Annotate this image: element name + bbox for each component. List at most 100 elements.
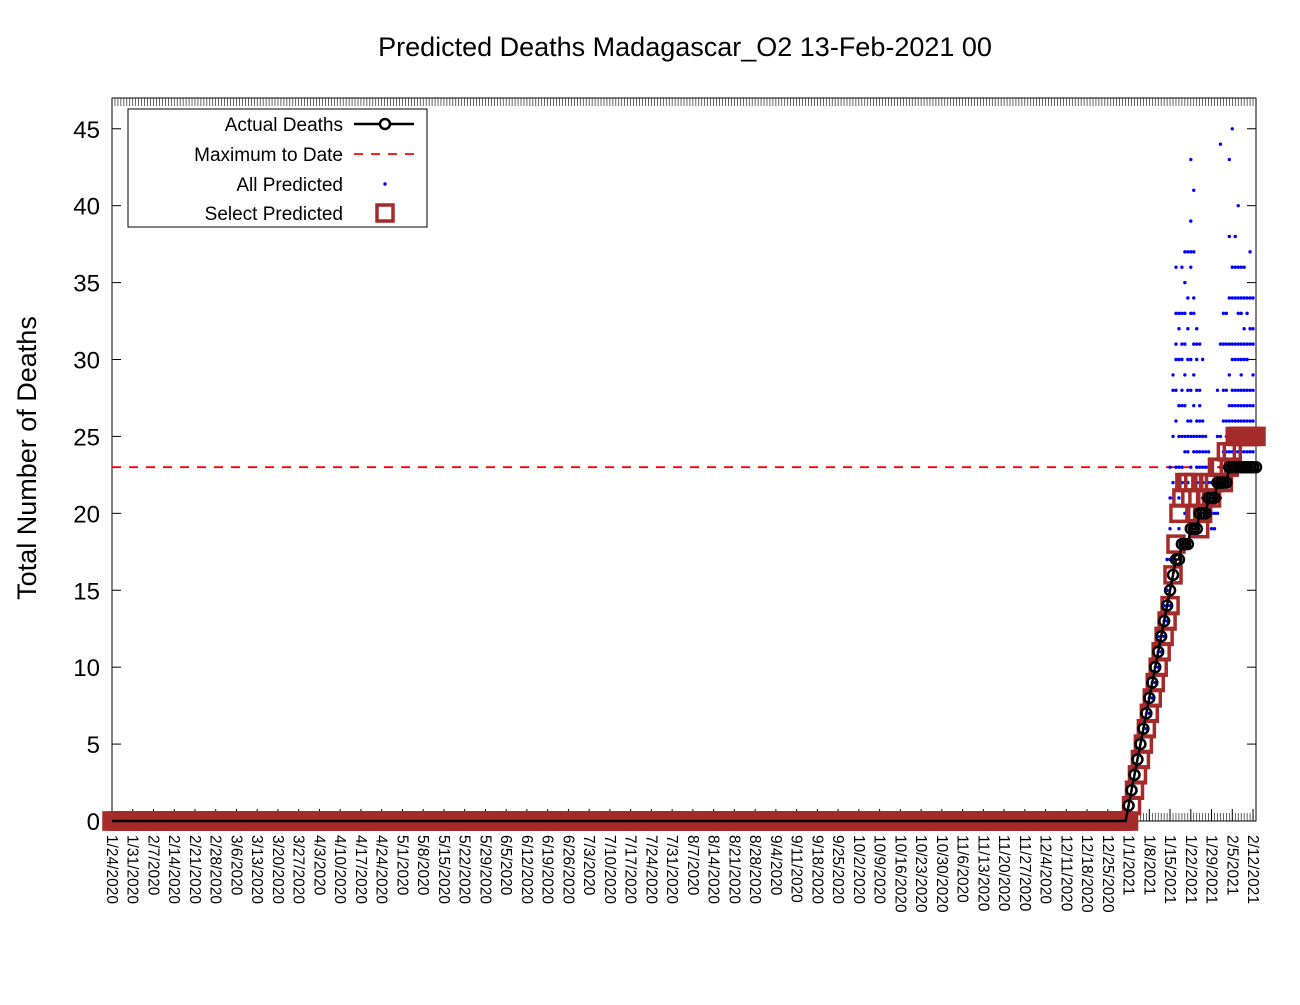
all-predicted-point	[1230, 127, 1234, 131]
x-tick-label: 8/14/2020	[705, 835, 722, 904]
all-predicted-point	[1189, 388, 1193, 392]
x-tick-label: 6/12/2020	[518, 835, 535, 904]
y-tick-label: 10	[73, 655, 100, 682]
x-tick-label: 9/4/2020	[767, 835, 784, 896]
x-tick-label: 5/22/2020	[456, 835, 473, 904]
legend-label: Select Predicted	[205, 204, 343, 225]
all-predicted-point	[1195, 450, 1199, 454]
all-predicted-point	[1248, 296, 1252, 300]
all-predicted-point	[1197, 465, 1202, 469]
all-predicted-point	[1236, 342, 1240, 346]
all-predicted-point	[1239, 388, 1243, 392]
all-predicted-point	[1227, 157, 1232, 162]
all-predicted-point	[1186, 434, 1190, 439]
actual-deaths-marker	[1125, 783, 1138, 797]
x-tick-label: 7/10/2020	[601, 835, 618, 904]
actual-deaths-marker	[1137, 722, 1150, 735]
all-predicted-point	[1186, 296, 1190, 300]
all-predicted-point	[1221, 419, 1226, 423]
all-predicted-point	[1186, 388, 1190, 392]
all-predicted-point	[1251, 327, 1255, 331]
all-predicted-point	[1233, 403, 1237, 408]
x-tick-label: 1/1/2021	[1120, 835, 1137, 895]
all-predicted-point	[1248, 250, 1252, 254]
all-predicted-point	[1180, 357, 1184, 362]
actual-deaths-line	[112, 465, 1256, 823]
all-predicted-point	[1212, 511, 1217, 516]
actual-deaths-marker	[1172, 553, 1186, 566]
y-tick-label: 15	[73, 578, 100, 605]
all-predicted-point	[1192, 403, 1196, 408]
x-tick-label: 5/15/2020	[435, 835, 452, 904]
all-predicted-point	[1224, 311, 1229, 316]
all-predicted-point	[1171, 480, 1175, 485]
all-predicted-point	[1183, 342, 1187, 346]
x-tick-label: 12/11/2020	[1057, 835, 1074, 912]
x-tick-label: 3/6/2020	[227, 835, 244, 896]
x-tick-label: 12/18/2020	[1078, 835, 1095, 913]
actual-deaths-marker	[1128, 768, 1141, 782]
all-predicted-point	[1177, 434, 1181, 439]
all-predicted-point	[1224, 419, 1229, 423]
actual-deaths-marker	[1190, 522, 1203, 535]
actual-deaths-marker	[1166, 568, 1180, 582]
all-predicted-point	[1242, 450, 1246, 454]
all-predicted-point	[1245, 311, 1249, 316]
x-tick-label: 6/19/2020	[539, 835, 556, 904]
all-predicted-point	[1177, 357, 1181, 362]
x-tick-label: 3/20/2020	[269, 835, 286, 904]
x-tick-label: 5/8/2020	[414, 835, 431, 896]
all-predicted-point	[1251, 419, 1255, 423]
x-tick-label: 8/28/2020	[746, 835, 763, 904]
x-tick-label: 5/29/2020	[476, 835, 493, 904]
all-predicted-point	[1200, 434, 1205, 439]
all-predicted-point	[1239, 311, 1243, 316]
x-tick-label: 7/24/2020	[642, 835, 659, 904]
all-predicted-point	[1177, 327, 1181, 331]
all-predicted-point	[1245, 357, 1249, 362]
x-tick-label: 10/9/2020	[871, 835, 888, 904]
all-predicted-point	[1189, 250, 1193, 254]
all-predicted-point	[1227, 450, 1232, 454]
all-predicted-point	[1171, 434, 1175, 439]
actual-deaths-marker	[1208, 491, 1221, 505]
actual-deaths-marker	[1220, 476, 1233, 489]
actual-deaths-marker	[1160, 599, 1174, 612]
all-predicted-point	[1203, 434, 1208, 439]
all-predicted-point	[1221, 388, 1226, 392]
all-predicted-point	[1180, 265, 1184, 269]
all-predicted-point	[1192, 434, 1196, 439]
all-predicted-point	[1177, 311, 1181, 316]
all-predicted-point	[1168, 527, 1172, 531]
x-tick-label: 8/21/2020	[725, 835, 742, 904]
all-predicted-point	[1221, 311, 1226, 316]
all-predicted-point	[1239, 419, 1243, 423]
all-predicted-point	[1248, 419, 1252, 423]
all-predicted-point	[1197, 342, 1202, 346]
x-tick-label: 10/30/2020	[933, 835, 950, 913]
all-predicted-point	[1227, 234, 1232, 239]
y-tick-label: 30	[73, 348, 100, 375]
x-tick-label: 6/26/2020	[559, 835, 576, 904]
all-predicted-point	[1174, 419, 1178, 423]
actual-deaths-marker	[1148, 660, 1162, 674]
all-predicted-point	[1180, 388, 1184, 392]
all-predicted-point	[1242, 388, 1246, 392]
all-predicted-point	[1239, 357, 1243, 362]
all-predicted-point	[1195, 388, 1199, 392]
all-predicted-point	[1236, 203, 1240, 208]
all-predicted-point	[1239, 373, 1243, 377]
all-predicted-point	[1189, 157, 1193, 162]
all-predicted-point	[1242, 419, 1246, 423]
all-predicted-point	[1183, 434, 1187, 439]
x-tick-label: 10/16/2020	[891, 835, 908, 913]
legend-select-predicted-swatch	[375, 203, 395, 223]
all-predicted-point	[1195, 357, 1199, 362]
legend-actual-deaths-marker	[378, 117, 392, 131]
all-predicted-point	[1180, 311, 1184, 316]
all-predicted-point	[1239, 265, 1243, 269]
all-predicted-point	[1174, 465, 1178, 469]
x-tick-label: 2/12/2021	[1244, 835, 1261, 904]
